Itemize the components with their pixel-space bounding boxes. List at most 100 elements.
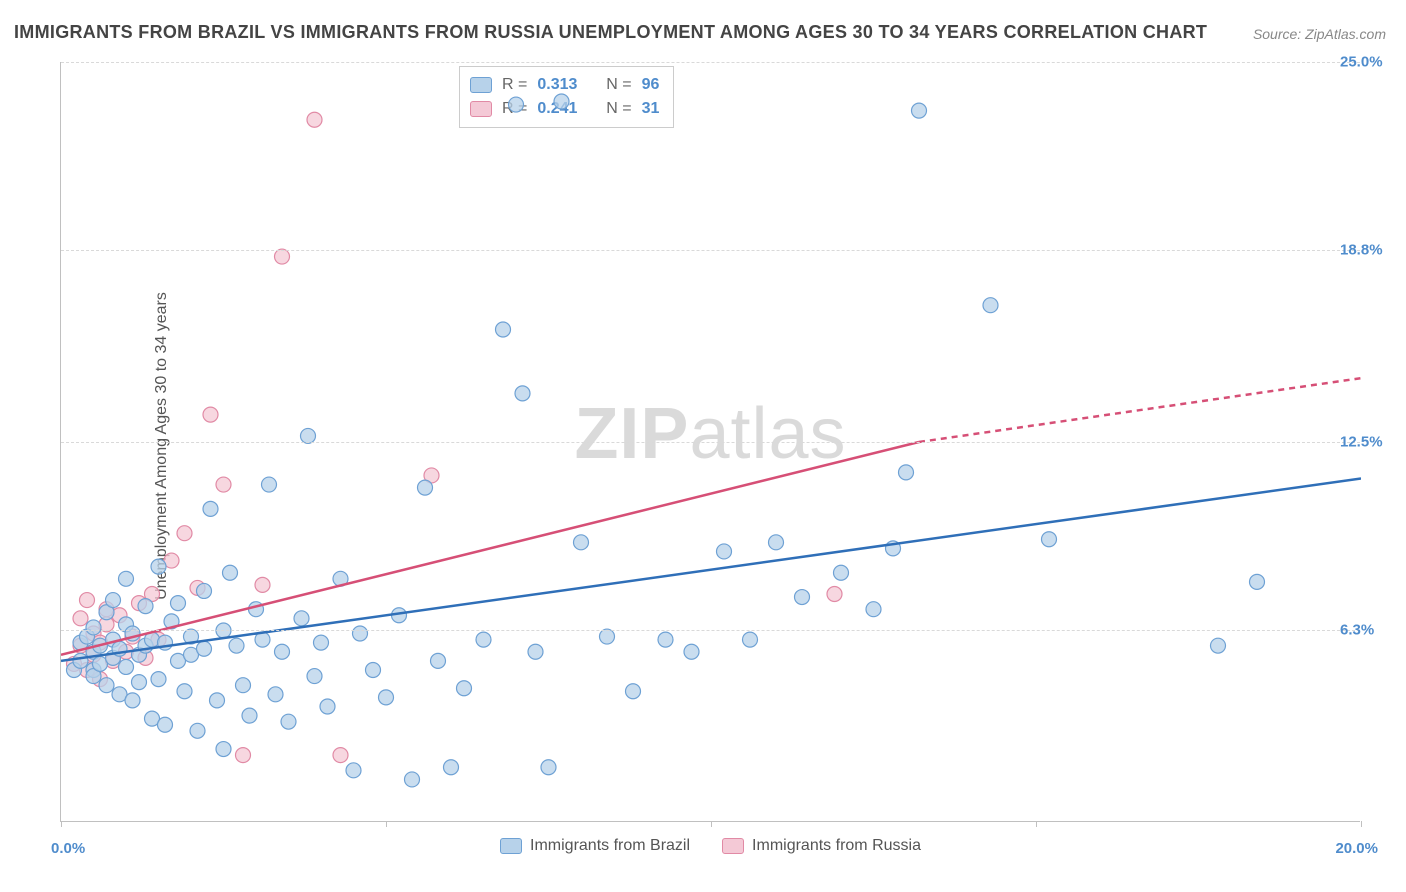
data-point <box>249 602 264 617</box>
data-point <box>132 675 147 690</box>
data-point <box>119 644 134 659</box>
data-point <box>457 681 472 696</box>
legend-label-brazil: Immigrants from Brazil <box>530 837 690 855</box>
source-text: Source: ZipAtlas.com <box>1253 26 1386 42</box>
legend-item-brazil: Immigrants from Brazil <box>500 837 690 855</box>
data-point <box>210 693 225 708</box>
data-point <box>132 647 147 662</box>
data-point <box>145 587 160 602</box>
gridline <box>61 250 1360 251</box>
data-point <box>106 593 121 608</box>
data-point <box>333 571 348 586</box>
data-point <box>99 605 114 620</box>
n-label: N = <box>606 73 631 97</box>
data-point <box>899 465 914 480</box>
data-point <box>229 638 244 653</box>
data-point <box>281 714 296 729</box>
plot-area: ZIPatlas R = 0.313 N = 96 R = 0.241 N = … <box>60 62 1360 822</box>
data-point <box>320 699 335 714</box>
data-point <box>93 672 108 687</box>
data-point <box>93 638 108 653</box>
data-point <box>1042 532 1057 547</box>
x-tick <box>711 821 712 827</box>
data-point <box>1250 574 1265 589</box>
data-point <box>67 663 82 678</box>
data-point <box>86 663 101 678</box>
data-point <box>769 535 784 550</box>
data-point <box>983 298 998 313</box>
stats-row-brazil: R = 0.313 N = 96 <box>470 73 659 97</box>
data-point <box>496 322 511 337</box>
r-label-2: R = <box>502 97 527 121</box>
data-point <box>86 669 101 684</box>
data-point <box>392 608 407 623</box>
data-point <box>190 580 205 595</box>
data-point <box>197 583 212 598</box>
x-tick <box>1361 821 1362 827</box>
legend-swatch-brazil <box>500 838 522 854</box>
gridline <box>61 630 1360 631</box>
data-point <box>158 717 173 732</box>
data-point <box>834 565 849 580</box>
data-point <box>171 596 186 611</box>
data-point <box>366 663 381 678</box>
data-point <box>268 687 283 702</box>
data-point <box>67 656 82 671</box>
data-point <box>275 644 290 659</box>
x-tick <box>386 821 387 827</box>
data-point <box>138 650 153 665</box>
data-point <box>262 477 277 492</box>
watermark: ZIPatlas <box>574 393 846 475</box>
data-point <box>80 593 95 608</box>
gridline <box>61 442 1360 443</box>
data-point <box>73 638 88 653</box>
r-value-russia: 0.241 <box>537 97 577 121</box>
data-point <box>574 535 589 550</box>
data-point <box>476 632 491 647</box>
data-point <box>73 635 88 650</box>
legend-item-russia: Immigrants from Russia <box>722 837 921 855</box>
data-point <box>132 596 147 611</box>
data-point <box>171 653 186 668</box>
data-point <box>333 748 348 763</box>
data-point <box>151 559 166 574</box>
data-point <box>73 611 88 626</box>
data-point <box>86 620 101 635</box>
data-point <box>119 571 134 586</box>
data-point <box>125 626 140 641</box>
data-point <box>125 693 140 708</box>
data-point <box>528 644 543 659</box>
data-point <box>164 553 179 568</box>
data-point <box>314 635 329 650</box>
data-point <box>190 723 205 738</box>
data-point <box>138 638 153 653</box>
data-point <box>444 760 459 775</box>
data-point <box>145 711 160 726</box>
y-tick-label: 6.3% <box>1340 622 1406 639</box>
data-point <box>151 672 166 687</box>
data-point <box>106 650 121 665</box>
data-point <box>203 407 218 422</box>
data-point <box>99 602 114 617</box>
data-point <box>658 632 673 647</box>
legend-swatch-russia <box>722 838 744 854</box>
data-point <box>912 103 927 118</box>
data-point <box>112 687 127 702</box>
data-point <box>255 632 270 647</box>
chart-title: IMMIGRANTS FROM BRAZIL VS IMMIGRANTS FRO… <box>14 22 1207 43</box>
data-point <box>346 763 361 778</box>
data-point <box>684 644 699 659</box>
data-point <box>1211 638 1226 653</box>
n-value-russia: 31 <box>642 97 660 121</box>
data-point <box>106 632 121 647</box>
data-point <box>99 678 114 693</box>
data-point <box>164 614 179 629</box>
y-tick-label: 18.8% <box>1340 242 1406 259</box>
data-point <box>145 632 160 647</box>
data-point <box>177 684 192 699</box>
data-point <box>307 669 322 684</box>
data-point <box>86 647 101 662</box>
data-point <box>119 659 134 674</box>
trend-line <box>61 442 919 655</box>
data-point <box>866 602 881 617</box>
